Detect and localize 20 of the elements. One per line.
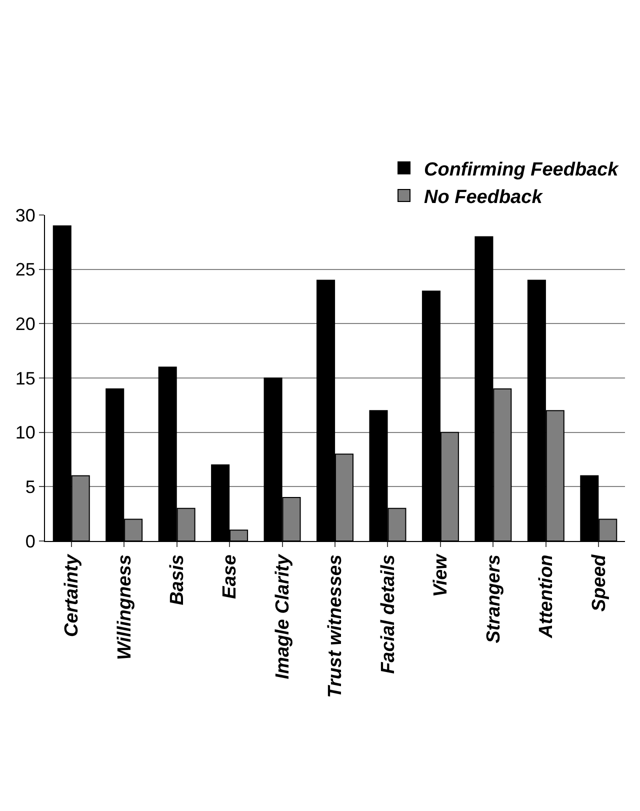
x-tick-label: Ease [220,554,241,599]
legend-label: Confirming Feedback [424,159,620,180]
x-tick-label: View [430,553,452,598]
y-tick-label: 10 [15,422,36,443]
x-tick-label: Strangers [483,554,504,644]
x-tick-label: Willingness [114,554,136,660]
x-tick-label: Trust witnesses [325,554,346,698]
y-tick-label: 15 [15,368,36,388]
y-tick-label: 5 [25,476,36,497]
y-tick-label: 0 [25,531,36,552]
x-tick-label: Speed [588,554,610,612]
legend-label: No Feedback [424,186,544,208]
y-tick-label: 30 [15,205,36,226]
x-tick-label: Certainty [62,553,83,637]
x-tick-label: Imagle Clarity [272,553,294,680]
x-tick-label: Attention [536,554,558,639]
x-tick-label: Basis [166,554,188,606]
x-tick-label: Facial details [378,554,399,674]
y-tick-label: 25 [15,260,36,280]
y-tick-label: 20 [15,314,36,334]
